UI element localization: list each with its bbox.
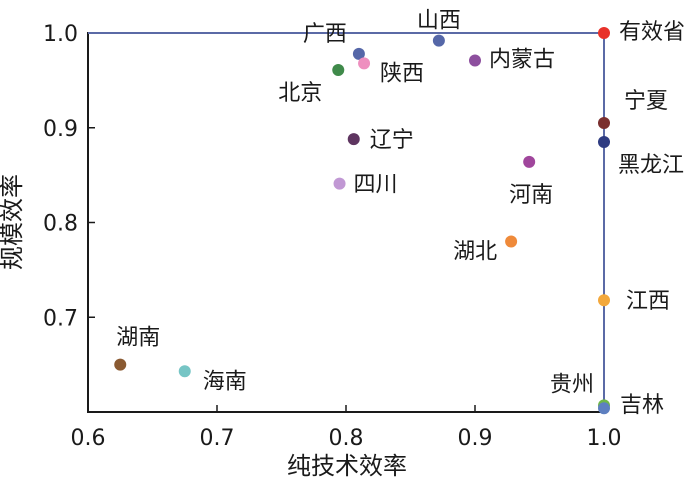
data-point xyxy=(598,294,610,307)
x-tick-label: 0.9 xyxy=(458,426,493,451)
y-axis-title: 规模效率 xyxy=(0,174,26,270)
x-axis-title: 纯技术效率 xyxy=(287,452,407,480)
efficiency-frontier xyxy=(88,32,605,412)
data-point xyxy=(598,135,610,148)
data-points xyxy=(114,27,610,415)
point-label: 陕西 xyxy=(380,61,424,86)
data-point xyxy=(358,57,371,70)
data-point xyxy=(178,365,191,378)
point-label: 有效省 xyxy=(619,20,685,45)
y-tick-label: 1.0 xyxy=(43,22,78,47)
data-point xyxy=(523,155,536,168)
data-point xyxy=(598,402,610,415)
point-label: 广西 xyxy=(303,22,347,47)
data-point xyxy=(598,27,610,39)
x-tick-label: 0.6 xyxy=(71,426,106,451)
data-point xyxy=(333,177,346,190)
point-label: 吉林 xyxy=(620,393,664,418)
y-tick-label: 0.7 xyxy=(43,306,78,331)
data-point xyxy=(505,235,518,248)
point-label: 黑龙江 xyxy=(618,153,684,178)
point-label: 山西 xyxy=(417,9,461,34)
frontier-line xyxy=(88,32,605,412)
x-tick-label: 0.7 xyxy=(200,426,235,451)
y-tick-label: 0.8 xyxy=(43,212,78,237)
data-point xyxy=(347,133,360,146)
point-label: 河南 xyxy=(509,183,553,208)
axes: 0.6 0.7 0.8 0.9 1.0 0.7 0.8 0.9 1.0 xyxy=(43,22,622,451)
data-point xyxy=(114,358,127,371)
point-label: 湖南 xyxy=(116,326,160,351)
data-point xyxy=(332,63,345,76)
x-tick-label: 0.8 xyxy=(329,426,364,451)
point-label: 海南 xyxy=(203,369,247,394)
data-point xyxy=(469,54,481,67)
point-label: 北京 xyxy=(278,81,322,106)
point-label: 贵州 xyxy=(550,372,594,397)
point-label: 湖北 xyxy=(453,239,497,264)
point-label: 四川 xyxy=(354,173,398,198)
data-point xyxy=(432,34,445,47)
data-point xyxy=(598,117,610,130)
point-label: 江西 xyxy=(626,289,670,314)
y-tick-label: 0.9 xyxy=(43,117,78,142)
point-label: 辽宁 xyxy=(370,128,414,153)
data-point xyxy=(352,47,365,60)
x-tick-label: 1.0 xyxy=(587,426,622,451)
point-label: 宁夏 xyxy=(624,89,668,114)
point-label: 内蒙古 xyxy=(489,47,555,72)
